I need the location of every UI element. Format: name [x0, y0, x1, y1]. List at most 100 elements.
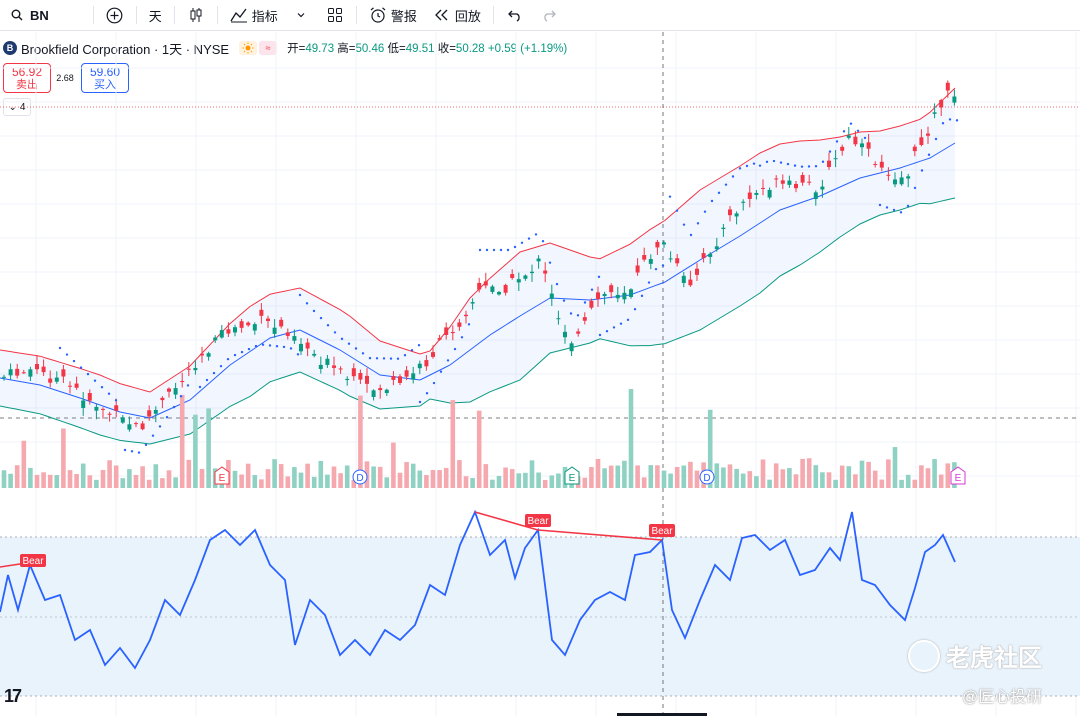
earnings-badge	[564, 466, 580, 485]
volume-bar	[562, 466, 568, 488]
symbol-label: BN	[30, 7, 49, 23]
candle-body	[952, 96, 957, 103]
alert-button[interactable]: 警报	[361, 0, 425, 30]
volume-bar	[199, 468, 205, 488]
volume-bar	[899, 479, 904, 488]
chevron-down-icon[interactable]	[292, 6, 310, 24]
symbol-search[interactable]: BN	[0, 0, 57, 30]
candle-body	[318, 364, 323, 369]
psar-dot	[934, 137, 938, 141]
volume-bar	[674, 466, 680, 488]
candle-body	[233, 327, 237, 333]
psar-dot	[326, 324, 330, 327]
psar-dot	[597, 275, 601, 279]
volume-bar	[655, 465, 660, 488]
candle-body	[384, 389, 389, 394]
volume-bar	[344, 465, 350, 488]
alarm-clock-icon	[369, 6, 387, 24]
volume-bar	[212, 468, 218, 488]
replay-button[interactable]: 回放	[425, 0, 489, 30]
candle-body	[589, 300, 594, 308]
toolbar-divider	[216, 6, 218, 24]
candle-body	[556, 318, 561, 320]
candle-body	[503, 284, 508, 293]
psar-dot	[100, 386, 104, 389]
chart-type-button[interactable]	[179, 0, 213, 30]
psar-dot	[856, 129, 860, 132]
volume-bars	[1, 388, 957, 488]
candle-body	[873, 164, 878, 166]
redo-button[interactable]	[532, 0, 566, 30]
change-value: +0.59 (+1.19%)	[487, 43, 568, 55]
tradingview-logo[interactable]: 17	[4, 686, 22, 706]
bear-label-bg	[649, 524, 675, 537]
psar-dot	[305, 302, 309, 305]
buy-button[interactable]: 59.60 买入	[81, 63, 129, 93]
volume-bar	[476, 410, 482, 488]
candle-body	[107, 413, 112, 415]
candle-body	[510, 274, 515, 278]
psar-dot	[375, 357, 379, 360]
candle-body	[754, 192, 759, 195]
volume-bar	[549, 475, 555, 488]
volume-bar	[509, 469, 515, 488]
chart-legend: B Brookfield Corporation · 1天 · NYSE ≈ 开…	[0, 38, 567, 58]
candle-body	[292, 336, 297, 341]
candle-body	[596, 292, 600, 300]
psar-dot	[885, 206, 889, 209]
volume-bar	[793, 474, 799, 488]
volume-bar	[325, 474, 330, 488]
sun-icon[interactable]	[239, 41, 258, 55]
candle-body	[127, 424, 132, 430]
candle-body	[662, 242, 666, 245]
volume-bar	[516, 473, 522, 488]
candle-body	[681, 275, 686, 283]
compare-button[interactable]	[98, 0, 132, 30]
undo-button[interactable]	[498, 0, 532, 30]
candle-body	[747, 192, 752, 199]
candle-body	[483, 281, 488, 286]
volume-bar	[542, 479, 548, 488]
candle-body	[8, 369, 13, 376]
candle-body	[490, 286, 495, 292]
candle-body	[530, 271, 534, 274]
psar-dot	[948, 118, 952, 121]
volume-bar	[747, 471, 753, 488]
volume-bar	[866, 461, 871, 488]
indicators-button[interactable]: 指标	[222, 0, 318, 30]
interval-button[interactable]: 天	[141, 0, 170, 30]
candlesticks	[2, 80, 957, 432]
company-title[interactable]: Brookfield Corporation · 1天 · NYSE	[21, 41, 230, 57]
volume-bar	[886, 459, 891, 488]
candle-body	[21, 372, 26, 374]
candle-body	[708, 253, 713, 257]
volume-bar	[556, 473, 561, 488]
volume-bar	[661, 470, 667, 488]
candle-body	[252, 324, 257, 331]
psar-dot	[417, 344, 421, 347]
bear-label-text: Bear	[527, 516, 549, 527]
psar-dot	[130, 450, 134, 453]
candle-body	[800, 175, 805, 183]
indicators-collapse-button[interactable]: ⌄ 4	[3, 98, 31, 116]
psar-dot	[72, 359, 76, 363]
candle-body	[444, 327, 449, 335]
psar-dot	[626, 318, 630, 322]
sell-button[interactable]: 56.92 卖出	[3, 63, 51, 93]
volume-bar	[331, 466, 337, 488]
psar-dot	[389, 357, 393, 360]
volume-bar	[859, 460, 865, 488]
candle-body	[272, 327, 277, 334]
delay-icon[interactable]: ≈	[259, 41, 278, 55]
bear-divergence-line	[474, 511, 539, 531]
volume-bar	[232, 470, 238, 488]
candle-body	[411, 373, 416, 380]
psar-dot	[548, 261, 552, 264]
volume-bar	[529, 460, 535, 488]
candle-body	[464, 314, 468, 317]
layout-button[interactable]	[318, 0, 352, 30]
event-letter: D	[356, 473, 363, 484]
candle-body	[167, 388, 171, 392]
psar-dot	[282, 345, 286, 349]
volume-bar	[919, 465, 924, 488]
